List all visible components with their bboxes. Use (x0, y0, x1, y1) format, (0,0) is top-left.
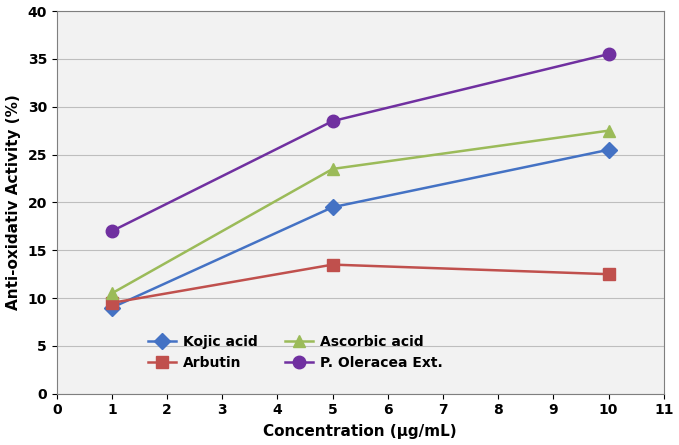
Ascorbic acid (108, 291, 116, 296)
Line: P. Oleracea Ext.: P. Oleracea Ext. (106, 48, 614, 237)
Arbutin (604, 271, 612, 277)
P. Oleracea Ext. (604, 52, 612, 57)
Kojic acid (604, 147, 612, 153)
Arbutin (108, 300, 116, 306)
Line: Ascorbic acid: Ascorbic acid (107, 125, 614, 299)
P. Oleracea Ext. (329, 118, 337, 124)
Line: Kojic acid: Kojic acid (107, 144, 614, 313)
Y-axis label: Anti-oxidativ Activity (%): Anti-oxidativ Activity (%) (5, 94, 20, 310)
Kojic acid (108, 305, 116, 310)
Ascorbic acid (604, 128, 612, 134)
Arbutin (329, 262, 337, 267)
X-axis label: Concentration (μg/mL): Concentration (μg/mL) (263, 425, 457, 440)
Line: Arbutin: Arbutin (107, 259, 614, 308)
Legend: Kojic acid, Arbutin, Ascorbic acid, P. Oleracea Ext.: Kojic acid, Arbutin, Ascorbic acid, P. O… (143, 329, 448, 375)
Ascorbic acid (329, 166, 337, 172)
P. Oleracea Ext. (108, 228, 116, 234)
Kojic acid (329, 205, 337, 210)
